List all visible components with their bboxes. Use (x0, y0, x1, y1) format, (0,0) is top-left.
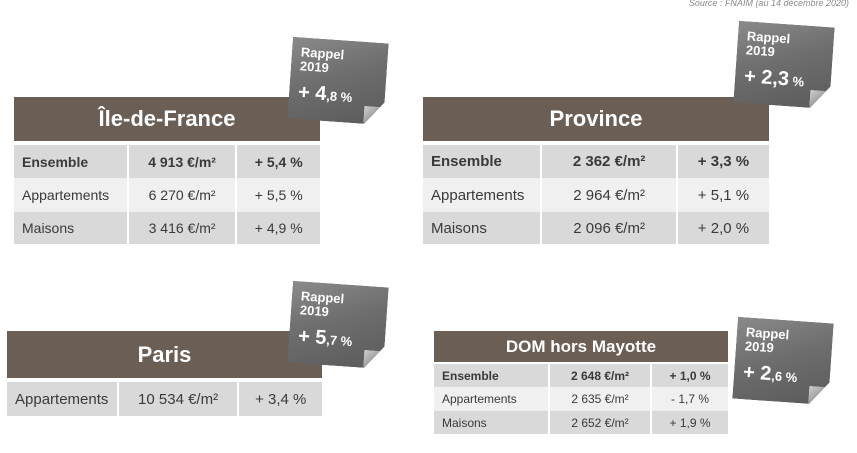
table-row: Maisons 2 096 €/m² + 2,0 % (423, 212, 769, 244)
idf-table: Ensemble 4 913 €/m² + 5,4 % Appartements… (12, 145, 322, 244)
province-card: Province Ensemble 2 362 €/m² + 3,3 % App… (423, 97, 769, 244)
table-row: Appartements 6 270 €/m² + 5,5 % (14, 178, 320, 212)
rappel-year: 2019 (744, 338, 775, 356)
paris-table: Appartements 10 534 €/m² + 3,4 % (5, 382, 324, 416)
row-change: + 3,3 % (677, 145, 769, 178)
row-label: Ensemble (434, 364, 548, 387)
idf-card: Île-de-France Ensemble 4 913 €/m² + 5,4 … (14, 97, 320, 244)
row-price: 4 913 €/m² (128, 145, 236, 178)
rappel-year: 2019 (745, 42, 776, 60)
row-price: 2 964 €/m² (542, 178, 676, 212)
row-change: + 1,0 % (652, 364, 728, 387)
province-title: Province (423, 97, 769, 141)
rappel-value: + 4,8 % (297, 81, 353, 106)
table-row: Appartements 2 964 €/m² + 5,1 % (423, 178, 769, 212)
source-note: Source : FNAIM (au 14 décembre 2020) (688, 0, 849, 8)
table-row: Ensemble 2 648 €/m² + 1,0 % (434, 364, 728, 387)
table-row: Maisons 2 652 €/m² + 1,9 % (434, 411, 728, 434)
row-change: + 4,9 % (237, 212, 320, 244)
row-label: Maisons (423, 212, 541, 244)
row-change: + 1,9 % (652, 411, 728, 434)
table-row: Ensemble 2 362 €/m² + 3,3 % (423, 145, 769, 178)
row-change: + 2,0 % (677, 212, 769, 244)
row-label: Ensemble (14, 145, 127, 178)
row-label: Appartements (14, 178, 127, 212)
rappel-value: + 2,3 % (743, 65, 805, 91)
row-change: + 5,4 % (237, 145, 320, 178)
paris-title: Paris (7, 331, 322, 378)
page-curl-icon (363, 106, 384, 125)
rappel-value: + 5,7 % (297, 325, 353, 350)
row-price: 2 096 €/m² (542, 212, 676, 244)
row-price: 2 635 €/m² (550, 387, 650, 411)
row-label: Appartements (423, 178, 541, 212)
row-label: Maisons (14, 212, 127, 244)
row-change: + 3,4 % (239, 382, 322, 416)
table-row: Ensemble 4 913 €/m² + 5,4 % (14, 145, 320, 178)
table-row: Appartements 10 534 €/m² + 3,4 % (7, 382, 322, 416)
paris-rappel-note: Rappel 2019 + 5,7 % (287, 281, 388, 369)
row-label: Ensemble (423, 145, 541, 178)
rappel-value: + 2,6 % (742, 361, 798, 386)
province-table: Ensemble 2 362 €/m² + 3,3 % Appartements… (421, 145, 771, 244)
dom-rappel-note: Rappel 2019 + 2,6 % (732, 317, 833, 405)
row-label: Appartements (434, 387, 548, 411)
idf-rappel-note: Rappel 2019 + 4,8 % (287, 37, 388, 125)
row-price: 10 534 €/m² (118, 382, 238, 416)
rappel-year: 2019 (299, 58, 330, 76)
idf-title: Île-de-France (14, 97, 320, 141)
row-price: 6 270 €/m² (128, 178, 236, 212)
row-label: Maisons (434, 411, 548, 434)
table-row: Maisons 3 416 €/m² + 4,9 % (14, 212, 320, 244)
page-curl-icon (808, 386, 829, 405)
dom-card: DOM hors Mayotte Ensemble 2 648 €/m² + 1… (434, 331, 728, 434)
table-row: Appartements 2 635 €/m² - 1,7 % (434, 387, 728, 411)
dom-title: DOM hors Mayotte (434, 331, 728, 362)
row-change: + 5,5 % (237, 178, 320, 212)
dom-table: Ensemble 2 648 €/m² + 1,0 % Appartements… (432, 364, 730, 434)
page-curl-icon (809, 90, 830, 109)
row-price: 2 362 €/m² (542, 145, 676, 178)
rappel-year: 2019 (299, 302, 330, 320)
paris-card: Paris Appartements 10 534 €/m² + 3,4 % (7, 331, 322, 416)
row-price: 2 648 €/m² (550, 364, 650, 387)
page-curl-icon (363, 350, 384, 369)
row-price: 2 652 €/m² (550, 411, 650, 434)
province-rappel-note: Rappel 2019 + 2,3 % (733, 21, 834, 109)
row-label: Appartements (7, 382, 117, 416)
row-change: - 1,7 % (652, 387, 728, 411)
row-price: 3 416 €/m² (128, 212, 236, 244)
row-change: + 5,1 % (677, 178, 769, 212)
